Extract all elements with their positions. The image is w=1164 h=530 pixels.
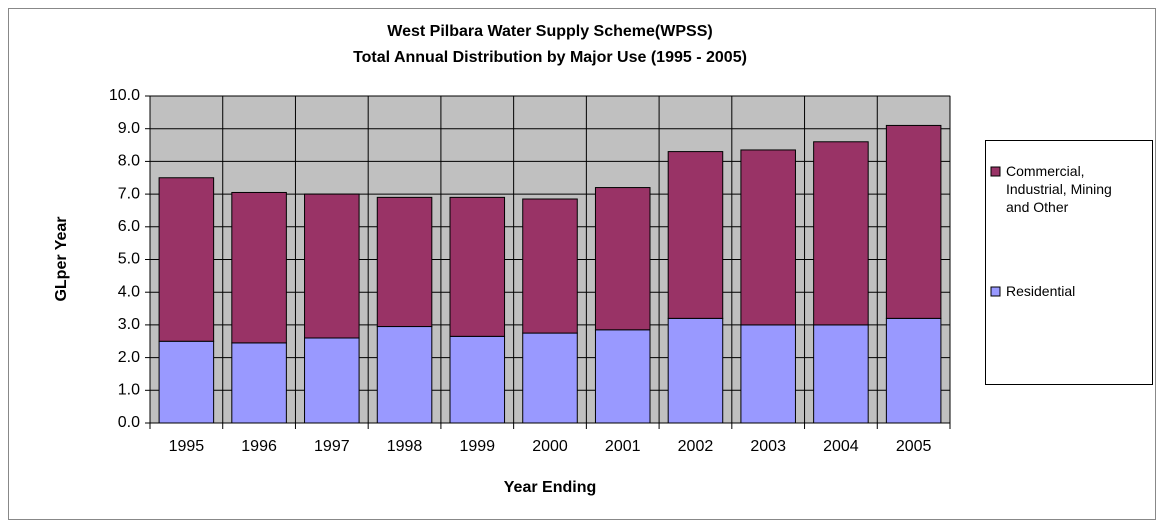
x-axis-label: Year Ending: [504, 479, 596, 496]
bar-segment: [885, 317, 942, 424]
bar-segment: [304, 193, 360, 339]
y-tick-label: 10.0: [109, 87, 140, 104]
x-tick-label: 2003: [750, 438, 786, 455]
bar-segment: [449, 196, 506, 337]
y-tick-label: 2.0: [118, 349, 140, 366]
x-tick-label: 1995: [169, 438, 205, 455]
y-tick-label: 9.0: [118, 120, 140, 137]
x-tick-label: 1996: [241, 438, 277, 455]
y-tick-label: 5.0: [118, 251, 140, 268]
x-tick-label: 2005: [896, 438, 932, 455]
bar-segment: [885, 124, 942, 319]
bar-segment: [594, 187, 651, 331]
y-axis-label: GLper Year: [53, 216, 70, 301]
legend-label: Residential: [1006, 283, 1076, 299]
chart-title: West Pilbara Water Supply Scheme(WPSS): [387, 23, 712, 40]
x-tick-label: 2004: [823, 438, 859, 455]
legend-entry: Residential: [1006, 283, 1076, 299]
bar-segment: [594, 329, 651, 424]
bar-segment: [304, 337, 360, 424]
y-tick-label: 8.0: [118, 153, 140, 170]
x-tick-label: 2002: [678, 438, 714, 455]
x-tick-label: 1998: [387, 438, 423, 455]
bar-segment: [740, 324, 796, 424]
bar-segment: [522, 198, 578, 334]
bar-segment: [813, 141, 869, 326]
legend-label: Commercial, Industrial, Mining and Other: [1006, 163, 1112, 215]
bar-segment: [376, 326, 433, 424]
bar-segment: [522, 332, 578, 424]
bar-segment: [231, 191, 287, 344]
x-tick-label: 1999: [459, 438, 495, 455]
bar-segment: [158, 177, 215, 342]
bar-segment: [667, 151, 724, 319]
bar-segment: [740, 149, 796, 326]
x-tick-label: 2001: [605, 438, 641, 455]
bar-segment: [449, 335, 506, 424]
y-tick-label: 0.0: [118, 414, 140, 431]
y-tick-label: 1.0: [118, 382, 140, 399]
bar-segment: [813, 324, 869, 424]
bar-segment: [158, 340, 215, 424]
y-tick-label: 3.0: [118, 316, 140, 333]
legend: [985, 140, 1153, 385]
chart-subtitle: Total Annual Distribution by Major Use (…: [353, 49, 747, 66]
y-tick-label: 6.0: [118, 218, 140, 235]
y-tick-label: 7.0: [118, 185, 140, 202]
y-tick-label: 4.0: [118, 283, 140, 300]
bar-segment: [231, 342, 287, 424]
legend-entry: Commercial, Industrial, Mining and Other: [1006, 163, 1112, 215]
legend-swatch: [990, 166, 1001, 177]
x-tick-label: 1997: [314, 438, 350, 455]
bar-segment: [376, 196, 433, 328]
bar-segment: [667, 317, 724, 424]
x-tick-label: 2000: [532, 438, 568, 455]
legend-swatch: [990, 286, 1001, 297]
